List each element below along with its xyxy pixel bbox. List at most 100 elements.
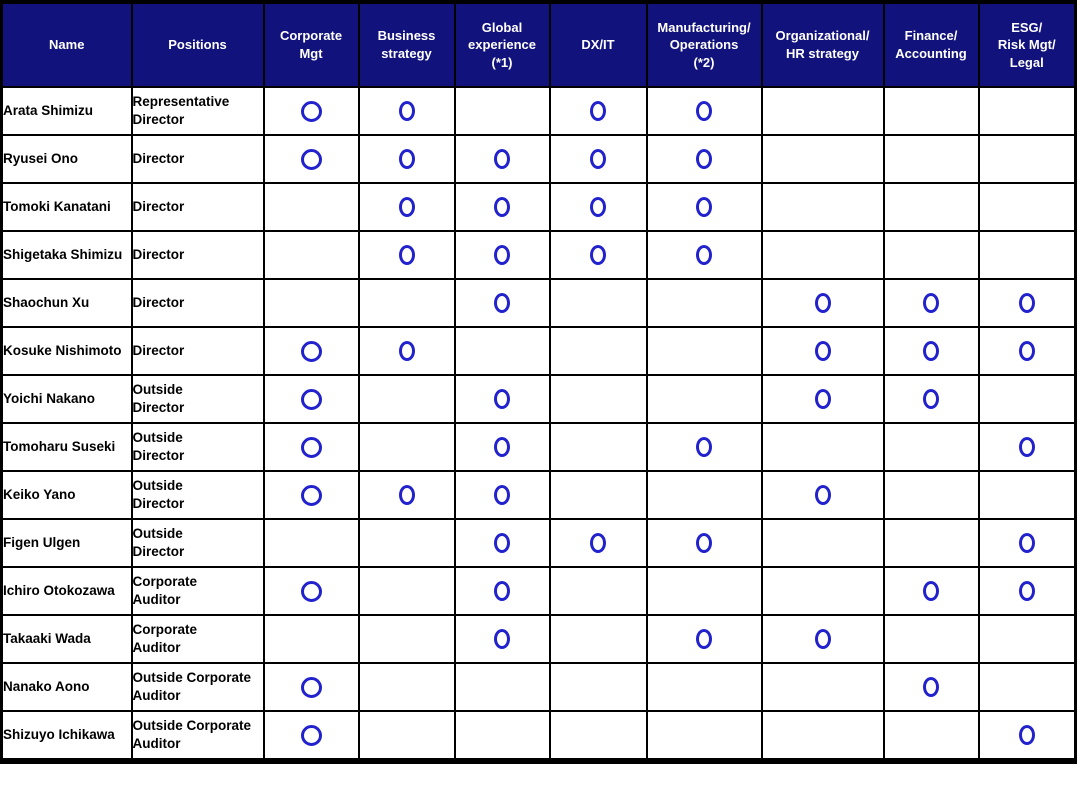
skill-cell-esg-risk-mgt-legal (977, 518, 1077, 568)
circle-mark-icon (300, 676, 322, 698)
column-header-business-strategy: Business strategy (357, 1, 456, 88)
director-name: Ichiro Otokozawa (0, 566, 133, 616)
skill-cell-corporate-mgt (262, 614, 360, 664)
director-position: Corporate Auditor (130, 614, 265, 664)
table-header: Name Positions Corporate Mgt Business strat… (0, 1, 1077, 88)
circle-mark-icon (923, 341, 939, 361)
circle-mark-icon (814, 485, 831, 505)
circle-mark-icon (398, 245, 415, 265)
skill-cell-manufacturing-operations (645, 374, 763, 424)
skill-cell-esg-risk-mgt-legal (977, 230, 1077, 280)
skill-cell-organizational-hr-strategy (760, 422, 885, 472)
circle-mark-icon (696, 629, 712, 649)
skill-cell-business-strategy (357, 614, 456, 664)
skill-cell-dx-it (548, 182, 648, 232)
circle-mark-icon (923, 581, 939, 601)
skill-cell-business-strategy (357, 278, 456, 328)
director-name: Figen Ulgen (0, 518, 133, 568)
circle-mark-icon (494, 437, 510, 457)
skill-cell-global-experience (453, 182, 551, 232)
skill-cell-organizational-hr-strategy (760, 614, 885, 664)
skill-cell-dx-it (548, 326, 648, 376)
skill-cell-dx-it (548, 230, 648, 280)
skill-cell-esg-risk-mgt-legal (977, 182, 1077, 232)
circle-mark-icon (696, 437, 712, 457)
director-position: Outside Director (130, 470, 265, 520)
circle-mark-icon (814, 341, 831, 361)
skill-cell-finance-accounting (882, 470, 980, 520)
table-row: Arata Shimizu Representative Director (0, 86, 1077, 136)
skill-cell-business-strategy (357, 326, 456, 376)
skill-cell-manufacturing-operations (645, 662, 763, 712)
skill-cell-finance-accounting (882, 134, 980, 184)
circle-mark-icon (1018, 533, 1035, 553)
skill-cell-business-strategy (357, 182, 456, 232)
skill-cell-corporate-mgt (262, 278, 360, 328)
skill-cell-corporate-mgt (262, 230, 360, 280)
director-position: Outside Corporate Auditor (130, 662, 265, 712)
column-header-finance-accounting: Finance/ Accounting (882, 1, 980, 88)
skill-cell-business-strategy (357, 86, 456, 136)
skill-cell-global-experience (453, 422, 551, 472)
table-row: Shaochun Xu Director (0, 278, 1077, 328)
skill-cell-corporate-mgt (262, 518, 360, 568)
table-row: Ryusei Ono Director (0, 134, 1077, 184)
skill-cell-dx-it (548, 86, 648, 136)
skill-cell-dx-it (548, 614, 648, 664)
skill-cell-corporate-mgt (262, 470, 360, 520)
circle-mark-icon (494, 629, 510, 649)
skill-cell-esg-risk-mgt-legal (977, 374, 1077, 424)
director-name: Shizuyo Ichikawa (0, 710, 133, 762)
skill-cell-manufacturing-operations (645, 518, 763, 568)
circle-mark-icon (300, 388, 322, 410)
skill-cell-global-experience (453, 614, 551, 664)
table-row: Kosuke Nishimoto Director (0, 326, 1077, 376)
skill-cell-finance-accounting (882, 278, 980, 328)
circle-mark-icon (300, 580, 322, 602)
circle-mark-icon (300, 100, 322, 122)
table-row: Keiko Yano Outside Director (0, 470, 1077, 520)
director-position: Outside Director (130, 422, 265, 472)
skill-cell-corporate-mgt (262, 422, 360, 472)
skill-cell-esg-risk-mgt-legal (977, 710, 1077, 762)
skill-cell-esg-risk-mgt-legal (977, 566, 1077, 616)
director-name: Nanako Aono (0, 662, 133, 712)
skill-cell-corporate-mgt (262, 86, 360, 136)
circle-mark-icon (590, 533, 606, 553)
skill-cell-global-experience (453, 662, 551, 712)
column-header-organizational-hr-strategy: Organizational/ HR strategy (760, 1, 885, 88)
skill-cell-corporate-mgt (262, 566, 360, 616)
skill-cell-global-experience (453, 374, 551, 424)
circle-mark-icon (814, 389, 831, 409)
director-name: Tomoki Kanatani (0, 182, 133, 232)
skill-cell-esg-risk-mgt-legal (977, 422, 1077, 472)
skill-cell-finance-accounting (882, 422, 980, 472)
circle-mark-icon (590, 197, 606, 217)
circle-mark-icon (923, 677, 939, 697)
skill-cell-esg-risk-mgt-legal (977, 134, 1077, 184)
director-name: Shaochun Xu (0, 278, 133, 328)
skill-cell-manufacturing-operations (645, 86, 763, 136)
skill-cell-corporate-mgt (262, 710, 360, 762)
skill-cell-esg-risk-mgt-legal (977, 614, 1077, 664)
table-row: Takaaki Wada Corporate Auditor (0, 614, 1077, 664)
skill-cell-finance-accounting (882, 518, 980, 568)
skill-cell-business-strategy (357, 470, 456, 520)
director-position: Outside Corporate Auditor (130, 710, 265, 762)
table-row: Tomoharu Suseki Outside Director (0, 422, 1077, 472)
skill-cell-finance-accounting (882, 374, 980, 424)
column-header-name: Name (0, 1, 133, 88)
circle-mark-icon (300, 340, 322, 362)
circle-mark-icon (1018, 293, 1035, 313)
skill-cell-organizational-hr-strategy (760, 278, 885, 328)
skill-cell-business-strategy (357, 422, 456, 472)
skill-cell-finance-accounting (882, 230, 980, 280)
skill-cell-corporate-mgt (262, 374, 360, 424)
circle-mark-icon (814, 629, 831, 649)
skill-cell-corporate-mgt (262, 326, 360, 376)
circle-mark-icon (494, 581, 510, 601)
table-row: Figen Ulgen Outside Director (0, 518, 1077, 568)
circle-mark-icon (494, 245, 510, 265)
skill-cell-esg-risk-mgt-legal (977, 662, 1077, 712)
circle-mark-icon (494, 293, 510, 313)
